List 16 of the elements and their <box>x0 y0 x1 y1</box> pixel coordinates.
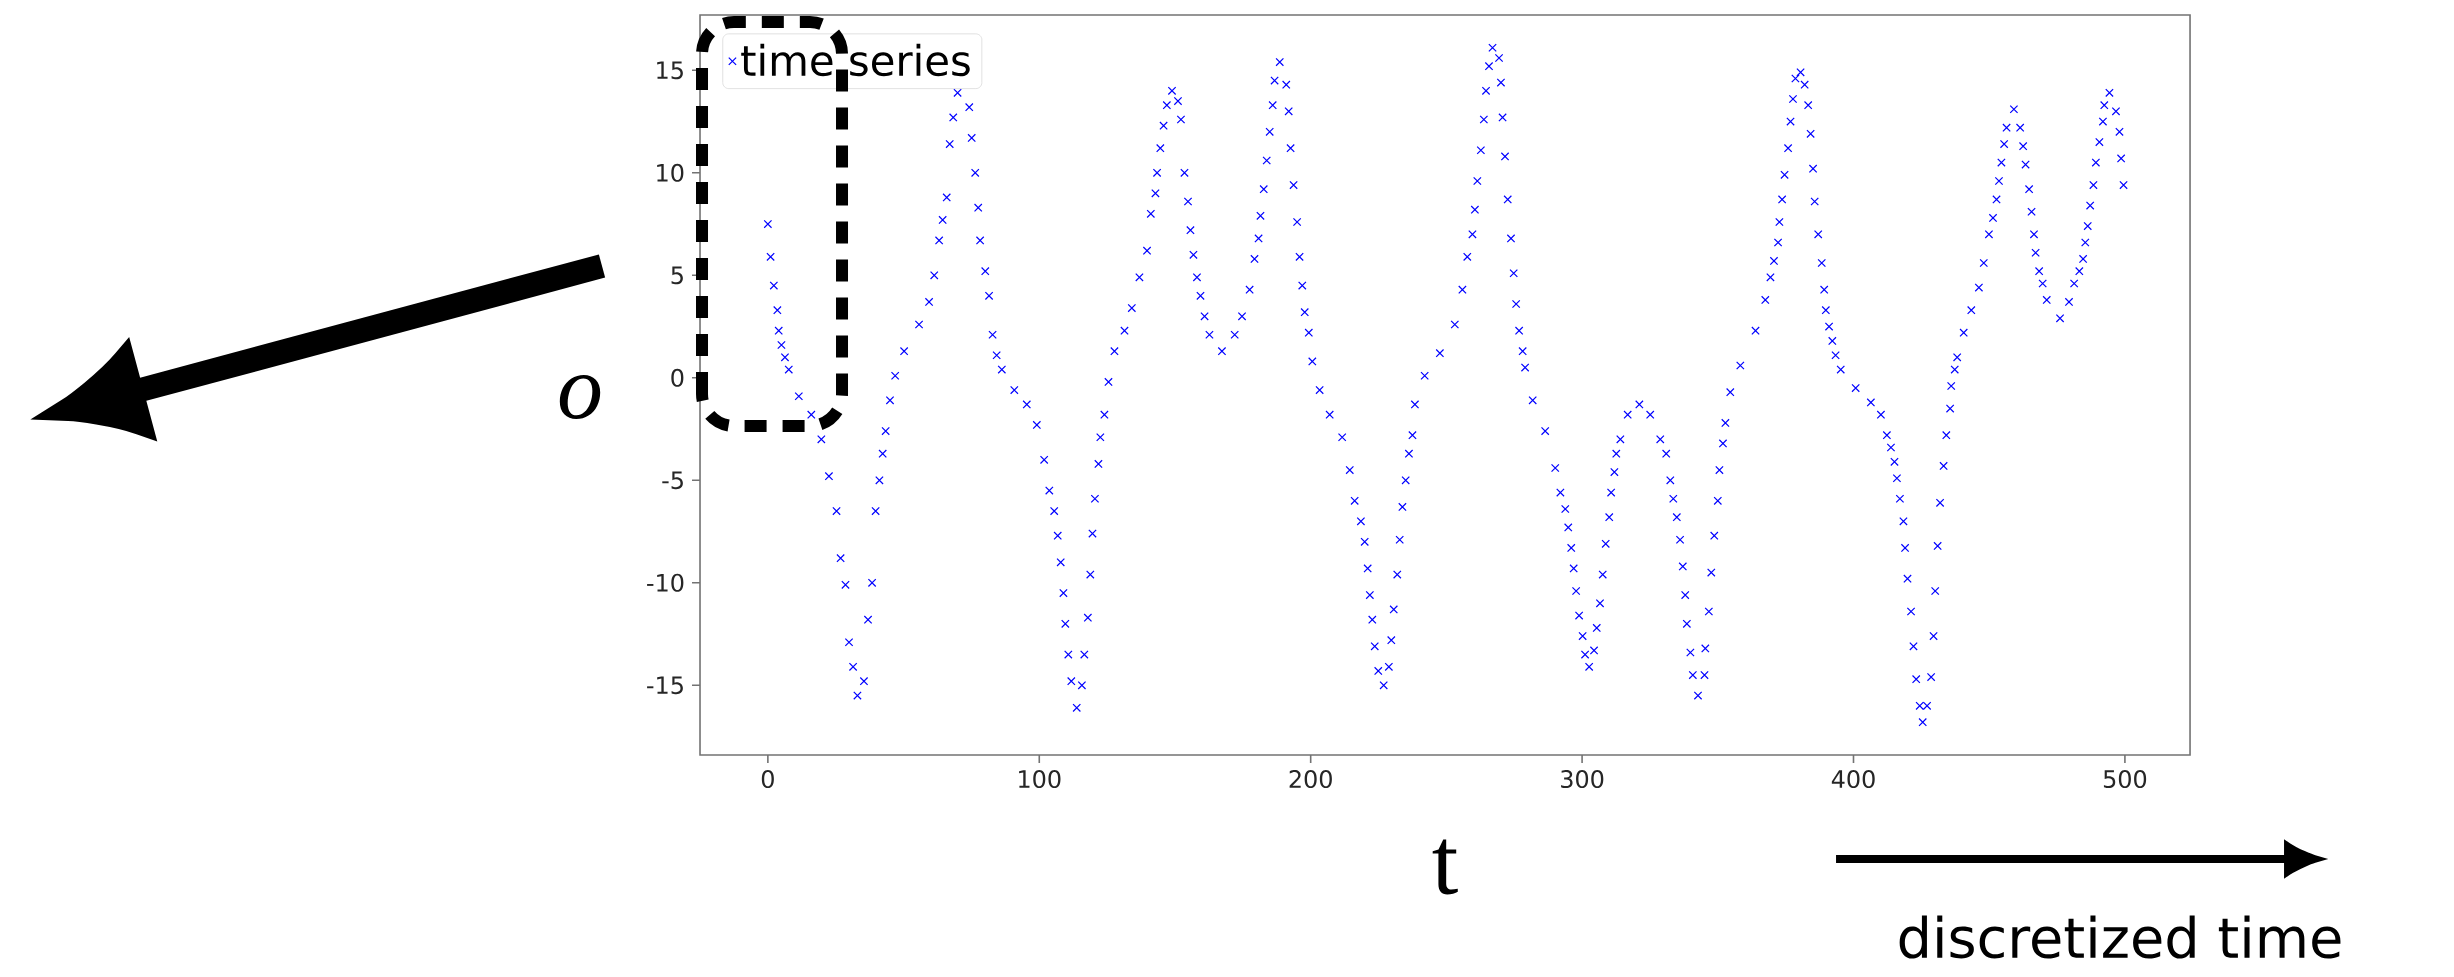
x-tick-label: 200 <box>1289 770 1332 789</box>
y-tick-label: 10 <box>657 163 684 182</box>
x-tick-label: 400 <box>1831 770 1875 789</box>
y-tick-label: 5 <box>671 266 683 285</box>
text: discretized time <box>1899 915 2341 959</box>
y-tick-label: 15 <box>657 61 683 80</box>
y-tick-label: -5 <box>662 471 683 490</box>
x-tick-label: 300 <box>1561 770 1604 789</box>
y-tick-label: 0 <box>671 368 684 387</box>
y-tick-label: -10 <box>647 573 684 592</box>
y-tick-label: -15 <box>647 676 683 695</box>
x-tick-label: 500 <box>2103 770 2147 789</box>
x-axis-title: t <box>1432 839 1458 895</box>
x-tick-label: 0 <box>761 770 774 789</box>
x-tick-label: 100 <box>1019 770 1061 789</box>
legend-label: time series <box>741 43 970 77</box>
